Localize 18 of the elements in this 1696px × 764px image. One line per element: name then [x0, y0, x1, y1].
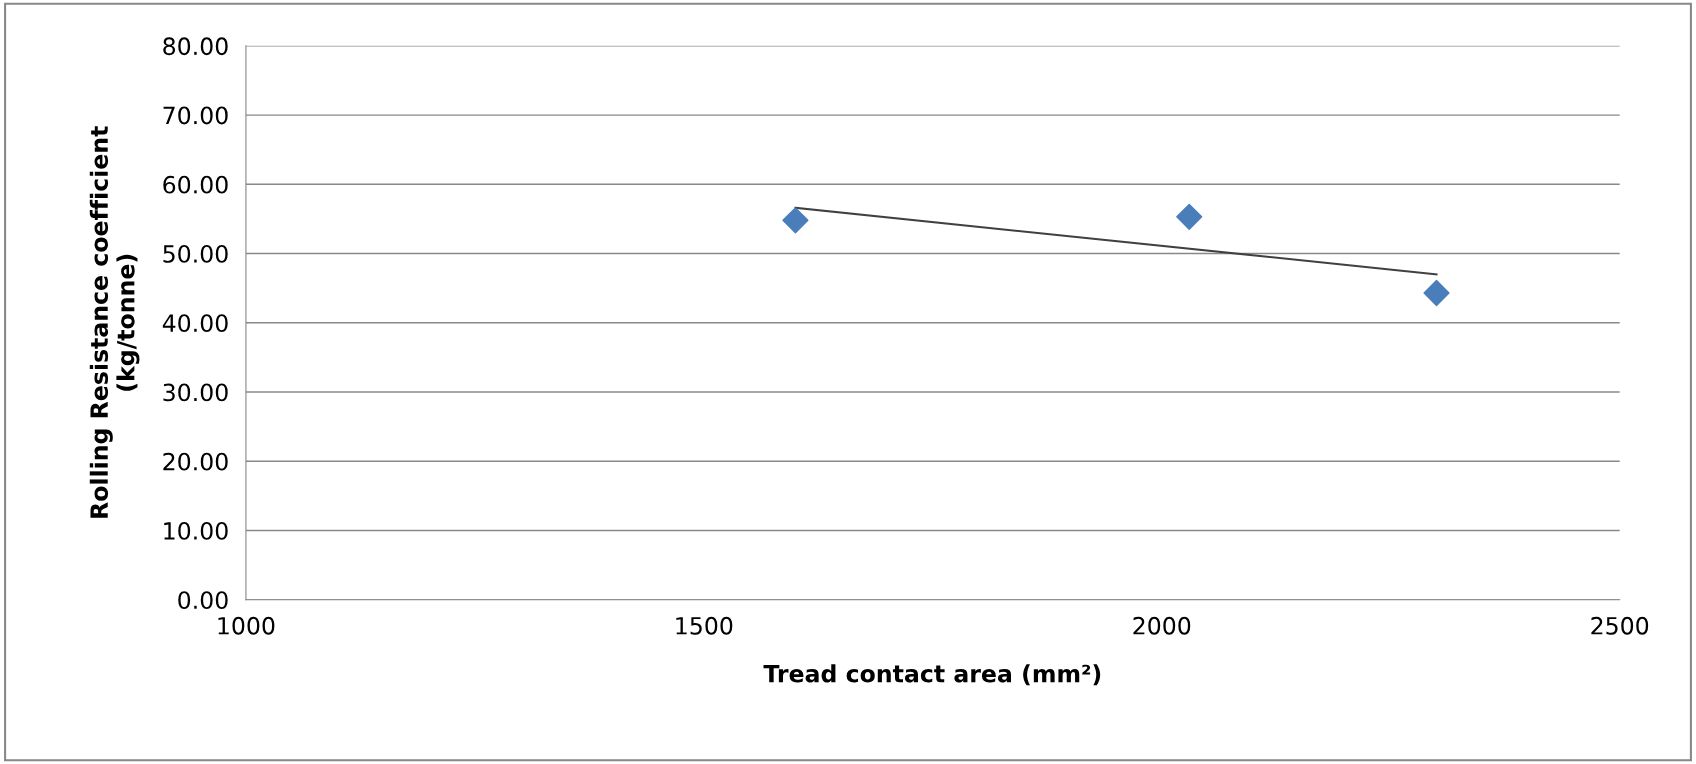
y-tick-label: 0.00: [178, 591, 228, 610]
y-tick-label: 30.00: [163, 383, 228, 402]
x-axis-title: Tread contact area (mm²): [763, 664, 1101, 686]
point: [1176, 203, 1203, 230]
point: [1423, 279, 1450, 307]
x-tick-label: 1000: [218, 616, 275, 635]
y-tick-label: 70.00: [163, 106, 228, 125]
x-tick-label: 1500: [676, 616, 733, 635]
point: [782, 207, 809, 234]
y-axis-title: Rolling Resistance coefficient (kg/tonne): [89, 126, 140, 518]
x-tick-label: 2500: [1591, 616, 1649, 635]
x-tick-label: 2000: [1133, 616, 1191, 635]
y-tick-label: 40.00: [162, 314, 228, 333]
y-tick-label: 80.00: [163, 37, 228, 56]
y-tick-label: 20.00: [163, 452, 228, 471]
y-tick-label: 60.00: [163, 175, 228, 194]
y-tick-label: 50.00: [163, 245, 228, 263]
y-tick-label: 10.00: [164, 521, 228, 540]
